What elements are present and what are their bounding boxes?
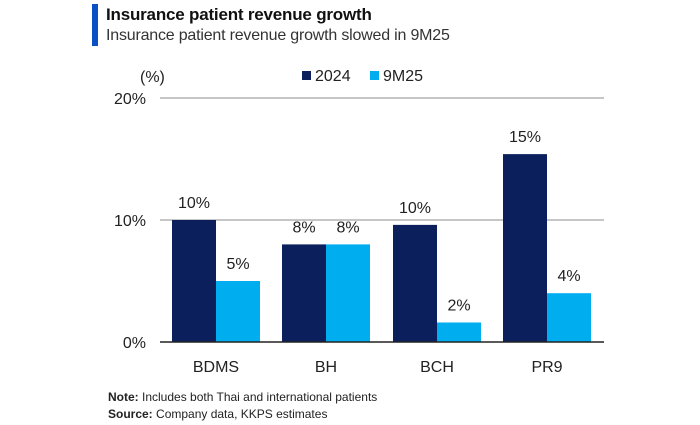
data-label-BDMS-2024: 10% bbox=[178, 195, 210, 212]
x-axis-categories: BDMS BH BCH PR9 bbox=[193, 359, 563, 376]
y-tick-label: 20% bbox=[114, 91, 146, 108]
y-axis-label: (%) bbox=[140, 69, 165, 86]
x-category-label: BDMS bbox=[193, 359, 239, 376]
y-axis-ticks: 0% 10% 20% bbox=[114, 91, 146, 352]
legend-label-2024: 2024 bbox=[315, 68, 351, 85]
y-tick-label: 0% bbox=[123, 335, 146, 352]
bar-BH-9M25 bbox=[326, 244, 370, 342]
x-category-label: PR9 bbox=[531, 359, 562, 376]
bar-BCH-2024 bbox=[393, 224, 437, 342]
legend-label-9M25: 9M25 bbox=[383, 68, 423, 85]
source-label: Source: bbox=[108, 407, 153, 421]
data-label-BDMS-9M25: 5% bbox=[226, 256, 249, 273]
chart-subtitle: Insurance patient revenue growth slowed … bbox=[106, 27, 450, 44]
bar-BDMS-9M25 bbox=[216, 281, 260, 342]
title-accent-bar bbox=[92, 4, 98, 46]
legend: 2024 9M25 bbox=[302, 68, 423, 85]
bar-BDMS-2024 bbox=[172, 220, 216, 342]
data-label-BCH-2024: 10% bbox=[399, 200, 431, 217]
note-label: Note: bbox=[108, 390, 139, 404]
data-label-BH-2024: 8% bbox=[292, 219, 315, 236]
bars bbox=[172, 154, 591, 342]
note-text: Includes both Thai and international pat… bbox=[138, 390, 378, 404]
data-label-BCH-9M25: 2% bbox=[447, 297, 470, 314]
y-tick-label: 10% bbox=[114, 213, 146, 230]
bar-BCH-9M25 bbox=[437, 322, 481, 342]
data-labels: 10% 5% 8% 8% 10% 2% 15% 4% bbox=[178, 129, 581, 314]
chart-title: Insurance patient revenue growth bbox=[106, 5, 372, 24]
x-category-label: BH bbox=[315, 359, 337, 376]
bar-PR9-9M25 bbox=[547, 293, 591, 342]
data-label-PR9-2024: 15% bbox=[509, 129, 541, 146]
footnote-note: Note: Includes both Thai and internation… bbox=[108, 390, 377, 404]
data-label-PR9-9M25: 4% bbox=[557, 268, 580, 285]
source-text: Company data, KKPS estimates bbox=[152, 407, 328, 421]
bar-BH-2024 bbox=[282, 244, 326, 342]
legend-swatch-9M25 bbox=[370, 71, 379, 80]
legend-swatch-2024 bbox=[302, 71, 311, 80]
x-category-label: BCH bbox=[420, 359, 454, 376]
bar-PR9-2024 bbox=[503, 154, 547, 342]
footnote-source: Source: Company data, KKPS estimates bbox=[108, 407, 327, 421]
data-label-BH-9M25: 8% bbox=[336, 219, 359, 236]
